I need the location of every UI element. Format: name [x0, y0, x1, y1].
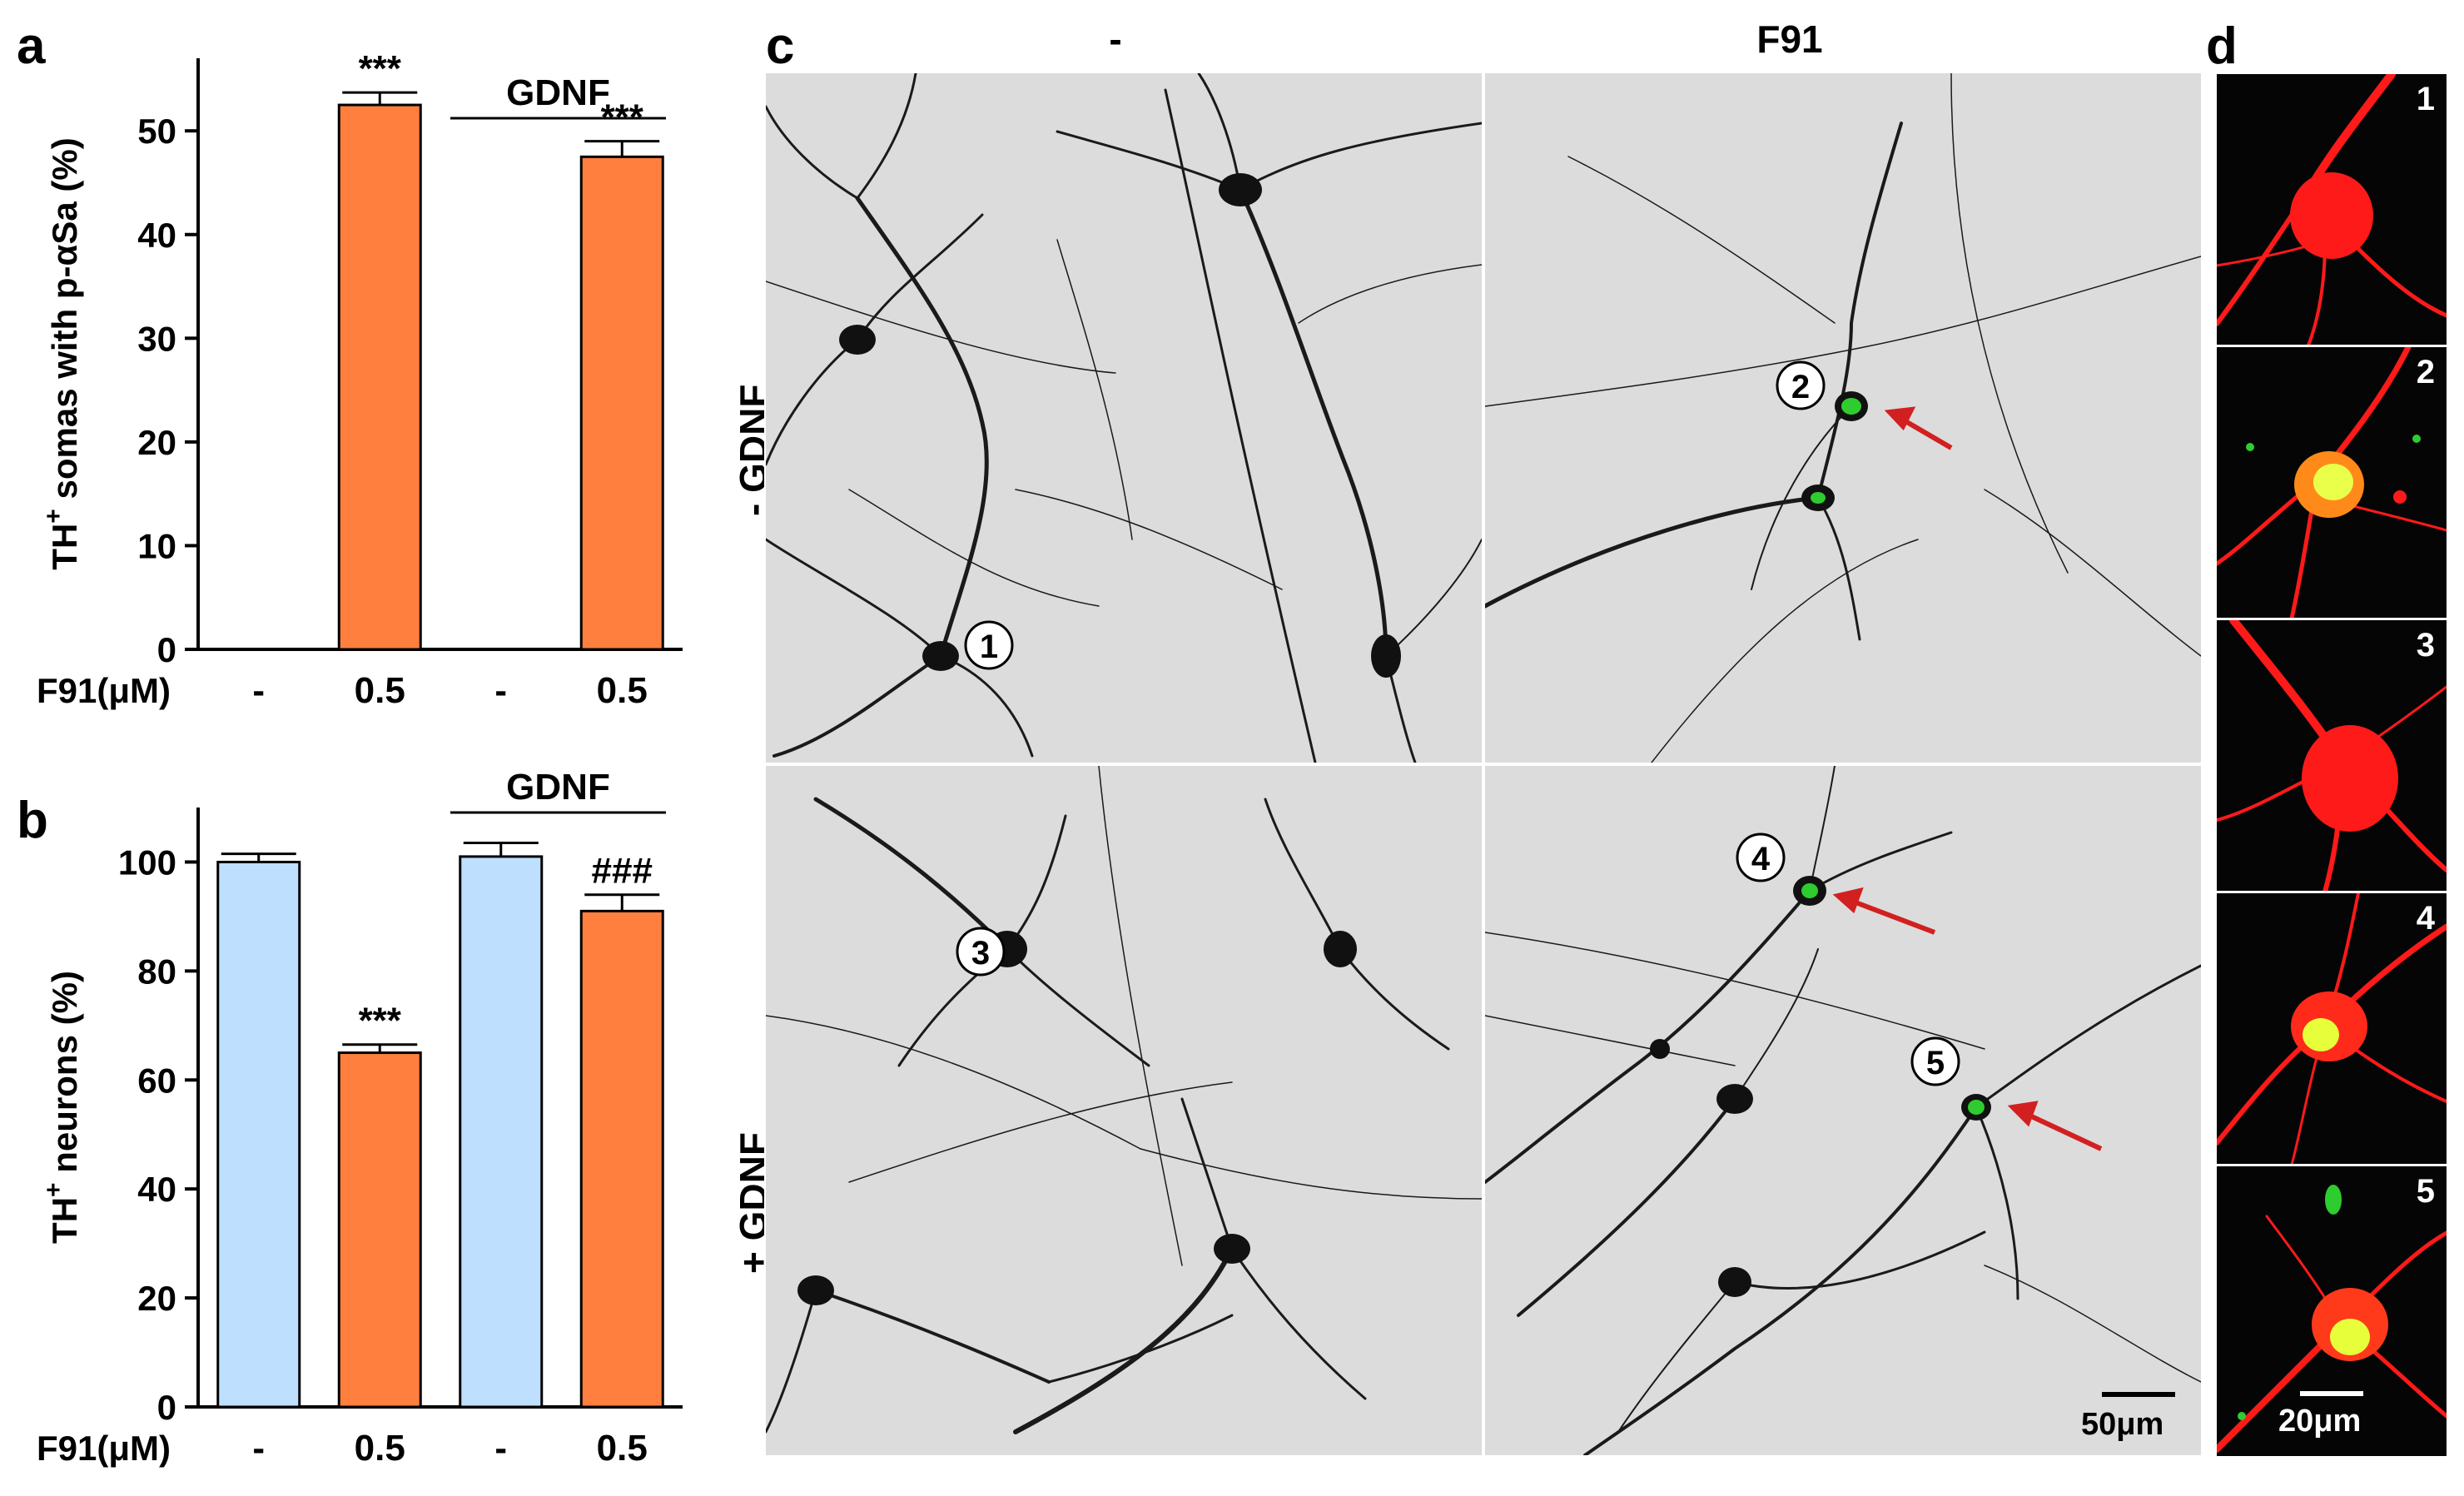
circled-marker-5: 5 [1910, 1036, 1960, 1086]
x-tick-label: 0.5 [597, 1428, 648, 1469]
gdnf-label: GDNF [506, 767, 610, 808]
x-tick-label: - [494, 1428, 507, 1469]
y-tick-label: 20 [137, 423, 176, 462]
circled-marker-1: 1 [964, 620, 1014, 670]
inset-3: 3 [2214, 618, 2449, 894]
circled-marker-3: 3 [956, 927, 1006, 977]
bar [579, 909, 664, 1409]
y-tick-label: 0 [157, 630, 176, 669]
chart-b: 0 20 40 60 80 100 TH+ neurons (%) - *** 0.5 - ### 0.… [37, 767, 683, 1469]
bar [337, 103, 422, 651]
bar [216, 860, 301, 1409]
svg-text:1: 1 [980, 629, 998, 665]
micrograph-plus-gdnf-f91 [1483, 764, 2203, 1457]
significance-label: ### [592, 851, 653, 892]
svg-text:5: 5 [1926, 1045, 1945, 1081]
y-axis-label: TH+ somas with p-αSa (%) [40, 137, 84, 569]
y-tick-label: 40 [137, 216, 176, 255]
x-tick-label: - [494, 670, 507, 711]
x-tick-label: - [252, 1428, 265, 1469]
inset-number-3: 3 [2416, 627, 2435, 664]
x-tick-label: - [252, 670, 265, 711]
circled-marker-4: 4 [1736, 832, 1786, 882]
y-axis-label: TH+ neurons (%) [40, 971, 84, 1244]
panel-letter-b: b [17, 792, 48, 849]
col-header-f91: F91 [1756, 17, 1823, 61]
x-row-label: F91(μM) [37, 671, 171, 710]
x-tick-label: 0.5 [355, 1428, 405, 1469]
significance-label: *** [359, 48, 402, 89]
y-tick-label: 30 [137, 319, 176, 358]
inset-number-2: 2 [2416, 354, 2435, 390]
svg-text:3: 3 [971, 935, 990, 972]
svg-text:2: 2 [1791, 369, 1810, 405]
y-tick-label: 60 [137, 1061, 176, 1100]
y-tick-label: 20 [137, 1279, 176, 1318]
y-tick-label: 10 [137, 526, 176, 565]
chart-a: 0 10 20 30 40 50 TH+ somas with p-αSa (%) - *** 0… [37, 48, 683, 711]
y-tick-label: 80 [137, 952, 176, 991]
inset-5: 5 20μm [2214, 1164, 2449, 1459]
y-tick-label: 100 [118, 842, 176, 882]
scale-bar-c [2102, 1392, 2175, 1397]
x-row-label: F91(μM) [37, 1429, 171, 1468]
y-tick-label: 40 [137, 1170, 176, 1209]
micrograph-plus-gdnf-control [764, 764, 1483, 1457]
scale-label-d: 20μm [2278, 1404, 2362, 1439]
inset-4: 4 [2214, 891, 2449, 1167]
svg-text:4: 4 [1751, 841, 1771, 877]
inset-2: 2 [2214, 345, 2449, 621]
significance-label: *** [359, 1001, 402, 1041]
x-tick-label: 0.5 [355, 670, 405, 711]
inset-number-1: 1 [2416, 81, 2435, 117]
col-header-control: - [1109, 17, 1122, 61]
bar [459, 855, 544, 1409]
y-tick-label: 50 [137, 112, 176, 151]
micrograph-minus-gdnf-control [764, 72, 1483, 764]
panel-letter-c: c [766, 17, 795, 75]
micrograph-minus-gdnf-f91 [1483, 72, 2203, 764]
circled-marker-2: 2 [1776, 360, 1826, 410]
gdnf-label: GDNF [506, 72, 610, 113]
panel-letter-a: a [17, 17, 46, 75]
inset-number-5: 5 [2416, 1173, 2435, 1210]
scale-bar-d [2300, 1391, 2363, 1396]
y-tick-label: 0 [157, 1388, 176, 1427]
panel-letter-d: d [2206, 17, 2238, 75]
bar [579, 155, 664, 651]
inset-1: 1 [2214, 72, 2449, 348]
scale-label-c: 50μm [2081, 1407, 2164, 1442]
x-tick-label: 0.5 [597, 670, 648, 711]
inset-number-4: 4 [2416, 900, 2435, 937]
